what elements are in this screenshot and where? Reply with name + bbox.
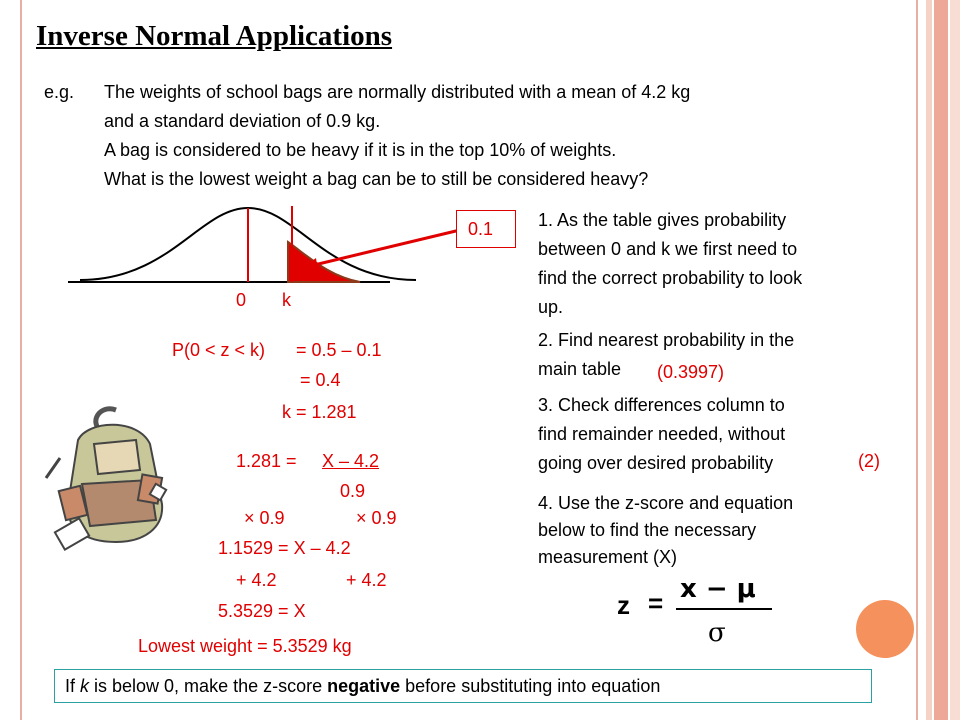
note-pre: If	[65, 676, 81, 696]
note-mid: is below 0, make the z-score	[89, 676, 328, 696]
prob-lhs: P(0 < z < k)	[172, 340, 266, 360]
right-stripe	[934, 0, 948, 720]
multiply-right: × 0.9	[356, 508, 397, 528]
problem-line: The weights of school bags are normally …	[104, 82, 691, 102]
step-line: measurement (X)	[538, 547, 678, 567]
note-post: before substituting into equation	[400, 676, 661, 696]
fraction-bar	[676, 608, 772, 610]
multiply-left: × 0.9	[244, 508, 285, 528]
step-line: find remainder needed, without	[538, 424, 786, 444]
page-title: Inverse Normal Applications	[36, 20, 393, 52]
pointer-arrow	[309, 228, 461, 268]
backpack-clipart-icon	[44, 406, 168, 552]
step-line: find the correct probability to look	[538, 268, 803, 288]
problem-line: What is the lowest weight a bag can be t…	[104, 169, 649, 189]
pointer-arrowhead	[300, 258, 318, 272]
note-bold: negative	[327, 676, 401, 696]
k-result: k = 1.281	[282, 402, 357, 422]
note-k: k	[80, 676, 90, 696]
step2-value: (0.3997)	[657, 362, 725, 382]
step-line: 2. Find nearest probability in the	[538, 330, 795, 350]
prob-rhs: = 0.5 – 0.1	[296, 340, 382, 360]
step-line: up.	[538, 297, 564, 317]
formula-equals: =	[648, 588, 664, 618]
eg-label: e.g.	[44, 82, 75, 102]
step-line: main table	[538, 359, 622, 379]
step-line: 1. As the table gives probability	[538, 210, 787, 230]
final-answer: Lowest weight = 5.3529 kg	[138, 636, 352, 656]
formula-lhs: z	[617, 590, 630, 620]
equation1-denominator: 0.9	[340, 481, 366, 501]
tail-label: 0.1	[468, 219, 494, 239]
tail-label-box	[456, 210, 516, 248]
step-line: 3. Check differences column to	[538, 395, 785, 415]
add-left: + 4.2	[236, 570, 277, 590]
step-line: 4. Use the z-score and equation	[538, 493, 794, 513]
step-line: going over desired probability	[538, 453, 774, 473]
right-stripe	[950, 0, 960, 720]
normal-curve-diagram	[68, 206, 461, 283]
zero-label: 0	[236, 290, 247, 310]
equation3: 5.3529 = X	[218, 601, 306, 621]
formula-numerator: x − μ	[680, 574, 756, 604]
slide-frame	[20, 0, 918, 720]
right-stripe	[926, 0, 932, 720]
k-label: k	[282, 290, 291, 310]
step-line: between 0 and k we first need to	[538, 239, 798, 259]
equation2: 1.1529 = X – 4.2	[218, 538, 351, 558]
negative-z-note: If k is below 0, make the z-score negati…	[54, 669, 872, 703]
tail-area	[287, 240, 361, 283]
step3-value: (2)	[858, 451, 880, 471]
equation1-lhs: 1.281 =	[236, 451, 297, 471]
decorative-dot	[856, 600, 914, 658]
equation1-numerator: X – 4.2	[322, 451, 380, 471]
problem-line: A bag is considered to be heavy if it is…	[104, 140, 617, 160]
prob-rhs2: = 0.4	[300, 370, 341, 390]
problem-line: and a standard deviation of 0.9 kg.	[104, 111, 381, 131]
step-line: below to find the necessary	[538, 520, 757, 540]
formula-denominator: σ	[708, 618, 726, 648]
add-right: + 4.2	[346, 570, 387, 590]
